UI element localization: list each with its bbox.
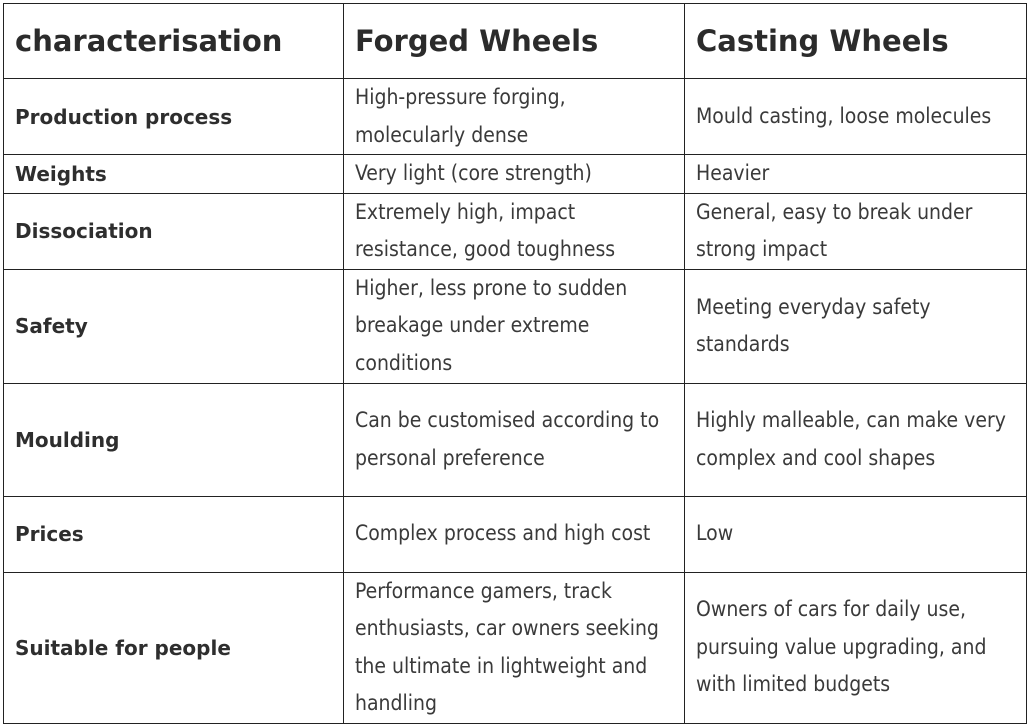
casting-cell: Highly malleable, can make very complex …	[684, 382, 1027, 497]
header-forged-wheels: Forged Wheels	[343, 3, 685, 79]
row-label: Moulding	[3, 382, 344, 497]
forged-cell: Higher, less prone to sudden breakage un…	[343, 268, 685, 384]
table-row: Weights Very light (core strength) Heavi…	[3, 154, 1027, 194]
casting-cell: Heavier	[684, 154, 1027, 194]
forged-cell: Performance gamers, track enthusiasts, c…	[343, 571, 685, 724]
row-label: Dissociation	[3, 192, 344, 270]
table-row: Safety Higher, less prone to sudden brea…	[3, 268, 1027, 384]
table-row: Production process High-pressure forging…	[3, 78, 1027, 155]
casting-cell: Meeting everyday safety standards	[684, 268, 1027, 384]
row-label: Prices	[3, 495, 344, 573]
casting-cell: Owners of cars for daily use, pursuing v…	[684, 571, 1027, 724]
forged-cell: Extremely high, impact resistance, good …	[343, 192, 685, 270]
casting-cell: Mould casting, loose molecules	[684, 78, 1027, 155]
header-row: characterisation Forged Wheels Casting W…	[3, 3, 1027, 79]
row-label: Suitable for people	[3, 571, 344, 724]
casting-cell: Low	[684, 495, 1027, 573]
row-label: Production process	[3, 78, 344, 155]
forged-cell: Very light (core strength)	[343, 154, 685, 194]
table-row: Moulding Can be customised according to …	[3, 382, 1027, 497]
table-row: Prices Complex process and high cost Low	[3, 495, 1027, 573]
forged-cell: Can be customised according to personal …	[343, 382, 685, 497]
header-casting-wheels: Casting Wheels	[684, 3, 1027, 79]
row-label: Safety	[3, 268, 344, 384]
table-row: Suitable for people Performance gamers, …	[3, 571, 1027, 724]
table-row: Dissociation Extremely high, impact resi…	[3, 192, 1027, 270]
header-characterisation: characterisation	[3, 3, 344, 79]
comparison-table: characterisation Forged Wheels Casting W…	[3, 3, 1027, 724]
forged-cell: High-pressure forging, molecularly dense	[343, 78, 685, 155]
forged-cell: Complex process and high cost	[343, 495, 685, 573]
row-label: Weights	[3, 154, 344, 194]
casting-cell: General, easy to break under strong impa…	[684, 192, 1027, 270]
